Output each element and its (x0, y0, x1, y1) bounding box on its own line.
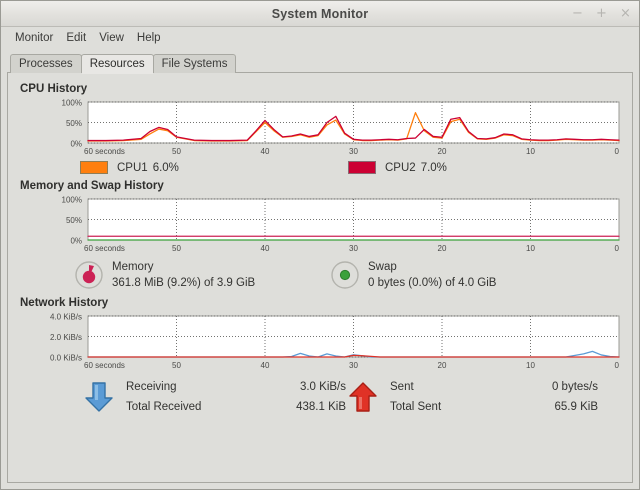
svg-text:0: 0 (615, 244, 620, 253)
receiving-value: 3.0 KiB/s (299, 381, 346, 393)
svg-text:100%: 100% (62, 99, 82, 108)
tab-resources[interactable]: Resources (80, 54, 154, 74)
swap-value: 0 bytes (0.0%) of 4.0 GiB (368, 277, 497, 289)
cpu1-value: 6.0% (152, 161, 179, 174)
total-sent-value: 65.9 KiB (554, 401, 598, 413)
svg-text:30: 30 (349, 244, 358, 253)
window-title: System Monitor (271, 6, 369, 21)
svg-text:40: 40 (261, 361, 270, 370)
svg-text:50: 50 (172, 244, 181, 253)
svg-text:0: 0 (615, 361, 620, 370)
svg-text:50%: 50% (66, 119, 82, 128)
cpu-history-title: CPU History (20, 83, 88, 95)
svg-text:30: 30 (349, 147, 358, 156)
tab-file-systems[interactable]: File Systems (152, 54, 237, 73)
svg-text:50: 50 (172, 361, 181, 370)
total-received-value: 438.1 KiB (296, 401, 346, 413)
tab-processes[interactable]: Processes (10, 54, 82, 73)
cpu-legend: CPU1 6.0% CPU2 7.0% (16, 157, 624, 176)
title-bar: System Monitor − + × (1, 1, 639, 27)
memory-text-block: Memory 361.8 MiB (9.2%) of 3.9 GiB (112, 259, 255, 291)
memory-history-graph: 100% 50% 0% 60 seconds 50 40 30 20 10 0 (16, 196, 624, 254)
svg-text:40: 40 (261, 147, 270, 156)
svg-text:100%: 100% (62, 196, 82, 205)
window-controls: − + × (571, 1, 632, 26)
svg-text:60 seconds: 60 seconds (84, 147, 125, 156)
svg-text:10: 10 (526, 361, 535, 370)
memory-legend-item: Memory 361.8 MiB (9.2%) of 3.9 GiB (16, 259, 308, 291)
menu-item-monitor[interactable]: Monitor (15, 32, 54, 44)
maximize-icon[interactable]: + (596, 6, 607, 21)
svg-text:60 seconds: 60 seconds (84, 244, 125, 253)
cpu2-name: CPU2 (385, 161, 416, 174)
cpu1-legend-item: CPU1 6.0% (16, 161, 316, 174)
svg-text:0: 0 (615, 147, 620, 156)
cpu1-legend-label: CPU1 6.0% (117, 162, 179, 174)
sent-value: 0 bytes/s (551, 381, 598, 393)
cpu1-color-swatch (80, 161, 108, 174)
svg-text:20: 20 (438, 147, 447, 156)
network-history-title: Network History (20, 297, 109, 309)
menu-item-edit[interactable]: Edit (66, 32, 87, 44)
swap-text-block: Swap 0 bytes (0.0%) of 4.0 GiB (368, 259, 496, 291)
sent-grid: Sent 0 bytes/s Total Sent 65.9 KiB (390, 377, 598, 417)
swap-legend-item: Swap 0 bytes (0.0%) of 4.0 GiB (308, 259, 600, 291)
swap-label: Swap (368, 261, 397, 273)
sent-stats: Sent 0 bytes/s Total Sent 65.9 KiB (346, 377, 598, 417)
minimize-icon[interactable]: − (572, 6, 583, 21)
svg-text:0.0 KiB/s: 0.0 KiB/s (50, 354, 82, 363)
receiving-stats: Receiving 3.0 KiB/s Total Received 438.1… (16, 377, 346, 417)
svg-text:20: 20 (438, 361, 447, 370)
cpu2-color-swatch (348, 161, 376, 174)
tab-bar: Processes Resources File Systems (1, 49, 639, 74)
close-icon[interactable]: × (620, 6, 631, 21)
cpu1-name: CPU1 (117, 161, 148, 174)
up-arrow-icon (349, 382, 377, 412)
svg-text:30: 30 (349, 361, 358, 370)
receiving-label: Receiving (126, 381, 177, 393)
total-received-label: Total Received (126, 401, 202, 413)
svg-text:0%: 0% (70, 140, 82, 149)
svg-text:2.0 KiB/s: 2.0 KiB/s (50, 333, 82, 342)
memory-value: 361.8 MiB (9.2%) of 3.9 GiB (112, 277, 256, 289)
memory-legend: Memory 361.8 MiB (9.2%) of 3.9 GiB Swap … (16, 254, 624, 293)
resources-pane: CPU History 100% 50% 0% 60 seconds 50 40 30 20 1… (7, 73, 633, 483)
network-history-graph: 4.0 KiB/s 2.0 KiB/s 0.0 KiB/s 60 seconds 50 4… (16, 313, 624, 371)
down-arrow-icon (85, 382, 113, 412)
menu-item-view[interactable]: View (99, 32, 124, 44)
swap-pie-icon (331, 261, 359, 289)
svg-text:0%: 0% (70, 237, 82, 246)
sent-label: Sent (390, 381, 414, 393)
memory-pie-icon (75, 261, 103, 289)
svg-text:20: 20 (438, 244, 447, 253)
cpu-history-graph: 100% 50% 0% 60 seconds 50 40 30 20 10 0 (16, 99, 624, 157)
network-stats: Receiving 3.0 KiB/s Total Received 438.1… (16, 371, 624, 417)
svg-text:50: 50 (172, 147, 181, 156)
svg-text:50%: 50% (66, 216, 82, 225)
memory-history-title: Memory and Swap History (20, 180, 164, 192)
cpu2-value: 7.0% (420, 161, 447, 174)
menu-item-help[interactable]: Help (136, 32, 161, 44)
memory-label: Memory (112, 261, 154, 273)
svg-text:60 seconds: 60 seconds (84, 361, 125, 370)
svg-text:10: 10 (526, 244, 535, 253)
svg-text:40: 40 (261, 244, 270, 253)
menu-bar: Monitor Edit View Help (1, 27, 639, 49)
total-sent-label: Total Sent (390, 401, 442, 413)
svg-text:4.0 KiB/s: 4.0 KiB/s (50, 313, 82, 322)
cpu2-legend-item: CPU2 7.0% (316, 161, 447, 174)
svg-text:10: 10 (526, 147, 535, 156)
cpu2-legend-label: CPU2 7.0% (385, 162, 447, 174)
receiving-grid: Receiving 3.0 KiB/s Total Received 438.1… (126, 377, 346, 417)
